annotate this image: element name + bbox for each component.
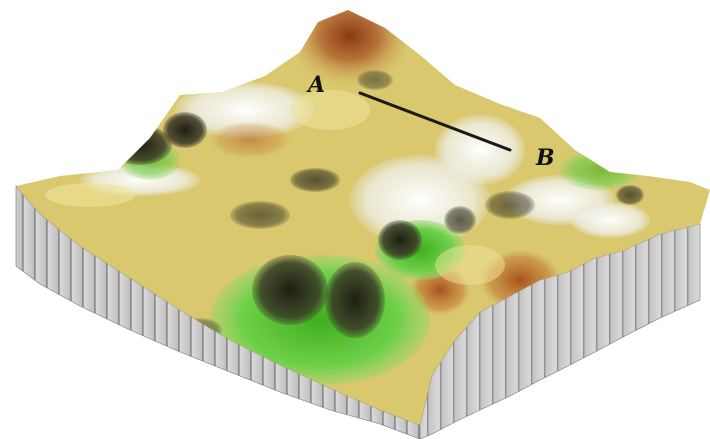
point-a-label: A <box>306 72 325 98</box>
point-b-label: B <box>535 145 555 171</box>
profile-line-a-b <box>358 91 512 152</box>
right-cliff-wall <box>419 223 701 439</box>
